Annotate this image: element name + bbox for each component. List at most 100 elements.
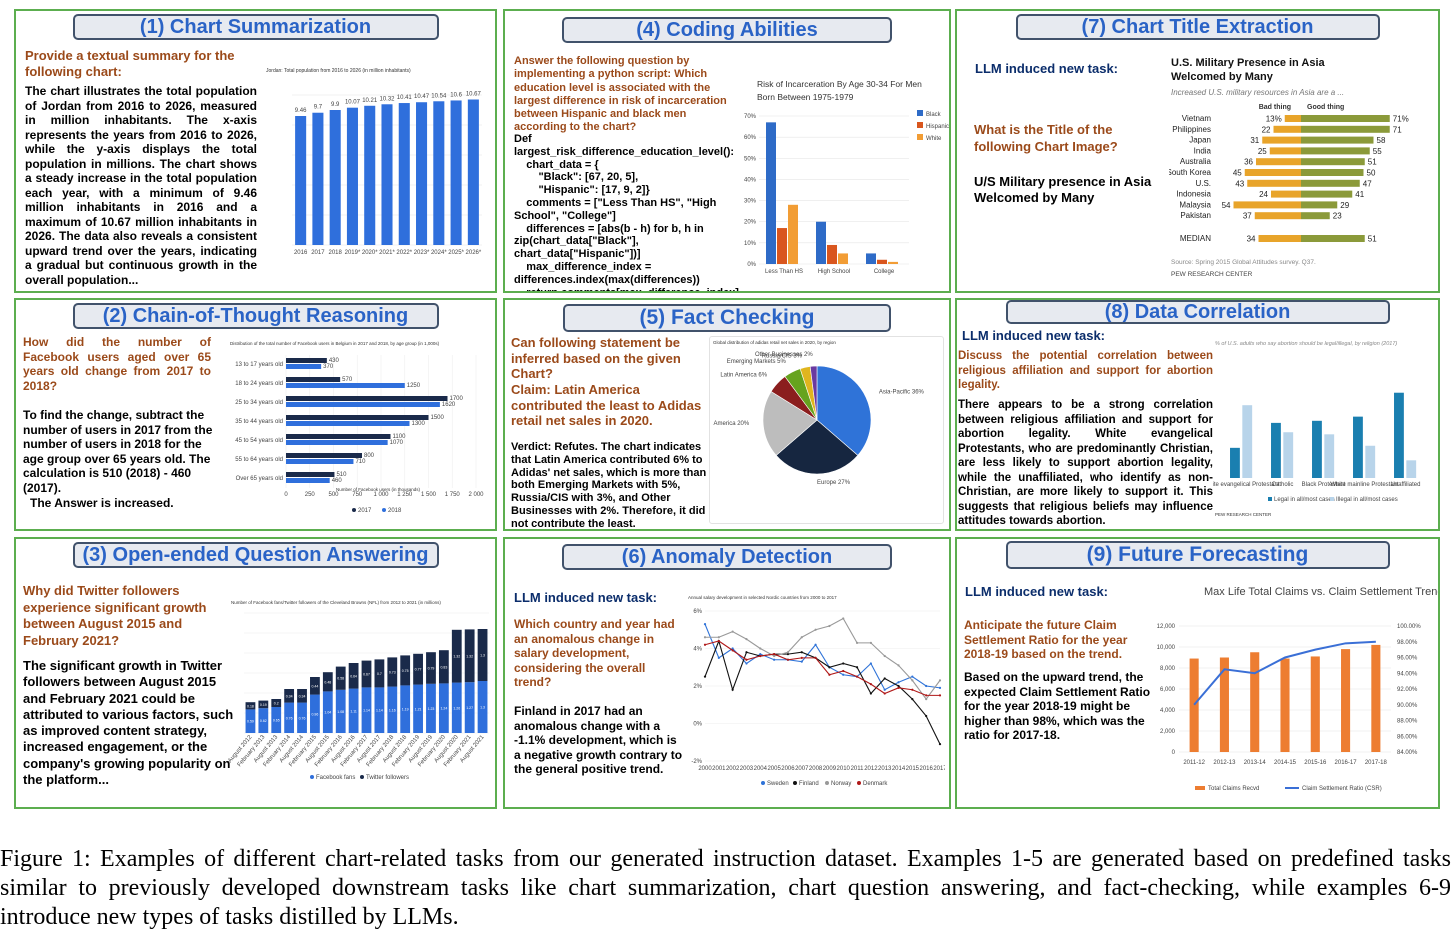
bar [788,204,798,264]
tick-label: 2014-15 [1274,760,1297,766]
data-label: 23 [1333,212,1342,221]
tick-label: 92.00% [1397,687,1418,693]
series-line [705,617,941,701]
tick-label: 1 750 [445,492,461,498]
tick-label: 0 [284,492,288,498]
bar [1301,212,1330,220]
tick-label: 4% [693,647,702,653]
code-text: Def largest_risk_difference_education_le… [514,133,739,293]
data-label: 0.58 [337,677,344,681]
tick-label: 90.00% [1397,703,1418,709]
bar [286,402,440,407]
tick-label: 96.00% [1397,656,1418,662]
bar-segment [335,689,346,733]
bar-segment [426,652,436,684]
tick-label: 98.00% [1397,640,1418,646]
slice-label: Other Businesses 2% [755,352,813,358]
tick-label: 6% [693,609,702,615]
chart-title-line2: Born Between 1975-1979 [757,92,854,102]
panel-future-forecasting: (9) Future Forecasting LLM induced new t… [955,537,1440,809]
legend-label: Facebook fans [316,775,355,781]
bar [398,103,410,245]
bar-segment [297,689,307,703]
series-line [704,640,940,696]
column-header: Bad thing [1259,104,1291,111]
bar [1262,136,1301,144]
data-label: 55 [1373,147,1382,156]
bar-segment [387,657,398,687]
data-point [938,694,942,697]
tick-label: 84.00% [1397,750,1418,756]
data-label: 1.14 [376,709,383,713]
data-label: 0.34 [299,694,306,698]
question-text: Why did Twitter followers experience sig… [23,583,207,648]
data-point [731,649,734,652]
data-point [925,698,928,701]
bar-segment [284,702,295,733]
category-label: Malaysia [1179,200,1211,209]
data-label: 0.2 [274,702,279,706]
data-label: 25 [1258,147,1267,156]
bar-segment [464,682,475,733]
incarceration-chart: 0% 10% 20% 30% 40% 50% 60% 70% Less Than HS High … [744,110,949,275]
data-point [911,688,914,691]
bar [1301,235,1365,242]
data-point [731,647,734,650]
tick-label: White mainline Protestant [1330,482,1399,488]
bar [1365,445,1376,478]
claim-text: Claim: Latin America contributed the lea… [511,382,702,428]
legend-marker [825,781,829,785]
tick-label: 250 [305,492,316,498]
bar [1250,652,1260,752]
task-label: LLM induced new task: [965,584,1109,599]
bar-segment [464,629,475,683]
tick-label: 2008 [809,766,823,772]
tick-label: 86.00% [1397,734,1418,740]
data-label: 0.44 [312,684,319,688]
figure-caption: Figure 1: Examples of different chart-re… [0,846,1451,930]
legend-label: Legal in all/most cases [1274,497,1335,503]
data-point [897,684,900,688]
legend-marker [1195,786,1205,790]
bar [433,101,445,245]
data-point [800,636,803,639]
tick-label: 2015 [906,766,920,772]
slice-label: Asia-Pacific 36% [879,389,925,395]
task-label: LLM induced new task: [975,61,1119,76]
tick-label: 50% [744,156,757,162]
bar-segment [322,672,333,692]
bar [286,358,327,363]
tick-label: 2020* [362,250,378,256]
data-point [842,673,845,676]
data-point [800,660,803,663]
data-label: 41 [1355,190,1364,199]
nordic-salary-chart: -2%0%2%4%6%2000 2001 2002 2003 2004 2005 2006 2… [691,609,945,787]
bar [1301,147,1370,155]
data-point [731,688,734,691]
bar [1324,434,1335,478]
category-label: South Korea [1169,168,1212,177]
tick-label: 2001 [712,766,726,772]
category-label: Australia [1180,157,1212,166]
data-label: 0.75 [402,669,409,673]
bar [286,453,362,458]
tick-label: 2013-14 [1244,760,1267,766]
data-point [828,673,831,676]
chart-title-line2: Welcomed by Many [1171,71,1273,83]
bar [827,244,837,264]
legend-marker [310,775,314,779]
bar [381,104,393,245]
data-label: 22 [1262,125,1271,134]
category-label: Vietnam [1182,114,1212,123]
data-label: 0.67 [363,673,370,677]
category-label: India [1194,146,1212,155]
data-label: 54 [1222,201,1231,210]
bar [1258,235,1301,242]
data-point [814,628,817,631]
data-label: 58 [1377,136,1386,145]
tick-label: 2013 [878,766,892,772]
legend-label: White [926,136,942,142]
tick-label: 1 250 [397,492,413,498]
data-label: 36 [1244,158,1253,167]
